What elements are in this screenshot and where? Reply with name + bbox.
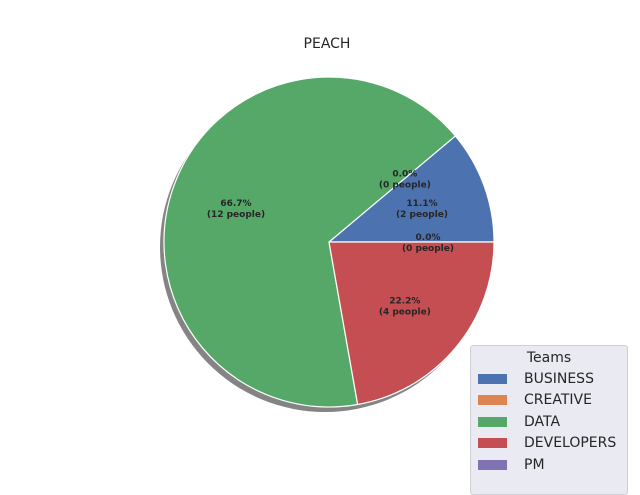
pie-slice-developers [328, 241, 495, 406]
legend-swatch [478, 373, 507, 384]
pie-chart: PEACH 11.1% (2 people) 0.0% (0 people) 66.7%… [160, 36, 495, 412]
legend-label: CREATIVE [524, 392, 592, 409]
legend-label: DEVELOPERS [524, 435, 617, 452]
pie-slice-data [163, 76, 456, 408]
legend-items: BUSINESS CREATIVE DATA DEVELOPERS PM [471, 368, 627, 476]
legend-label: BUSINESS [524, 370, 594, 387]
pie-label-pm: 0.0% (0 people) [402, 233, 454, 254]
legend-label: DATA [524, 413, 561, 430]
legend-swatch [478, 438, 507, 449]
pie-label-business: 11.1% (2 people) [396, 199, 448, 220]
legend-swatch [478, 459, 507, 470]
pie-label-developers: 22.2% (4 people) [379, 297, 431, 318]
legend: Teams BUSINESS CREATIVE DATA DEVELOPERS PM [470, 345, 628, 495]
legend-label: PM [524, 456, 545, 473]
legend-swatch [478, 395, 507, 406]
pie-slice-business [328, 135, 495, 243]
chart-title: PEACH [304, 36, 351, 52]
legend-item-creative: CREATIVE [471, 390, 627, 412]
pie-label-creative: 0.0% (0 people) [379, 169, 431, 190]
legend-item-data: DATA [471, 411, 627, 433]
pie-labels: 11.1% (2 people) 0.0% (0 people) 66.7% (12 pe… [207, 169, 454, 317]
pie-label-data: 66.7% (12 people) [207, 199, 265, 220]
legend-swatch [478, 416, 507, 427]
legend-title: Teams [526, 350, 572, 366]
legend-item-business: BUSINESS [471, 368, 627, 390]
legend-item-pm: PM [471, 454, 627, 476]
legend-item-developers: DEVELOPERS [471, 433, 627, 455]
pie-slices [163, 76, 495, 408]
